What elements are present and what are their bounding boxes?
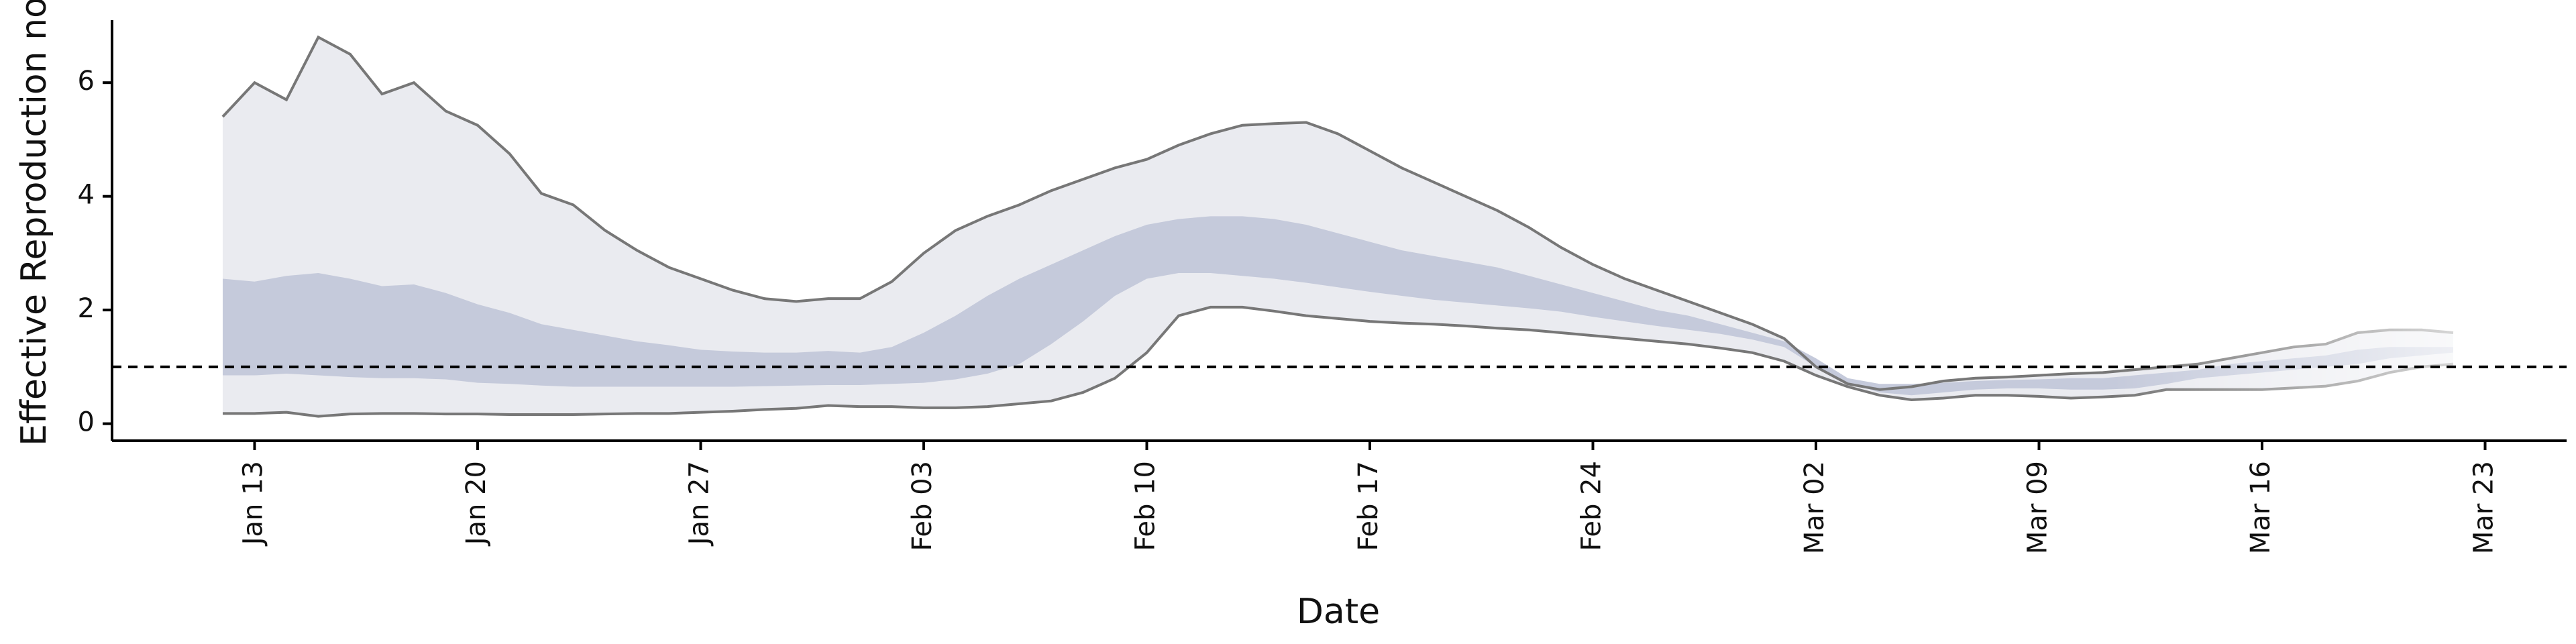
y-tick-label: 2 [78,293,95,324]
data-layer [221,35,2454,418]
x-tick-label: Feb 17 [1353,461,1384,551]
band-edge-line [221,35,2454,391]
x-tick-label: Jan 27 [684,461,715,547]
x-tick-label: Mar 09 [2023,461,2053,554]
x-tick-label: Mar 02 [1799,461,1830,554]
x-tick-label: Jan 13 [238,461,269,547]
y-tick-label: 4 [78,180,95,211]
x-tick-label: Feb 10 [1130,461,1161,551]
x-tick-label: Mar 23 [2469,461,2500,554]
band-edge-line [223,305,2454,418]
y-tick-label: 6 [78,66,95,97]
x-tick-label: Feb 03 [907,461,938,551]
band-area [223,216,2453,396]
band-area [223,37,2453,417]
x-axis-title: Date [1297,592,1380,632]
x-tick-label: Mar 16 [2245,461,2276,554]
axis-layer: 0 2 4 6 Jan 13 Jan 20 Jan 27 Feb 03 Feb 10 Feb 17… [78,20,2567,554]
x-tick-label: Jan 20 [461,461,492,547]
y-tick-label: 0 [78,407,95,438]
y-axis-title: Effective Reproduction no [14,0,54,446]
x-tick-label: Feb 24 [1576,461,1607,551]
